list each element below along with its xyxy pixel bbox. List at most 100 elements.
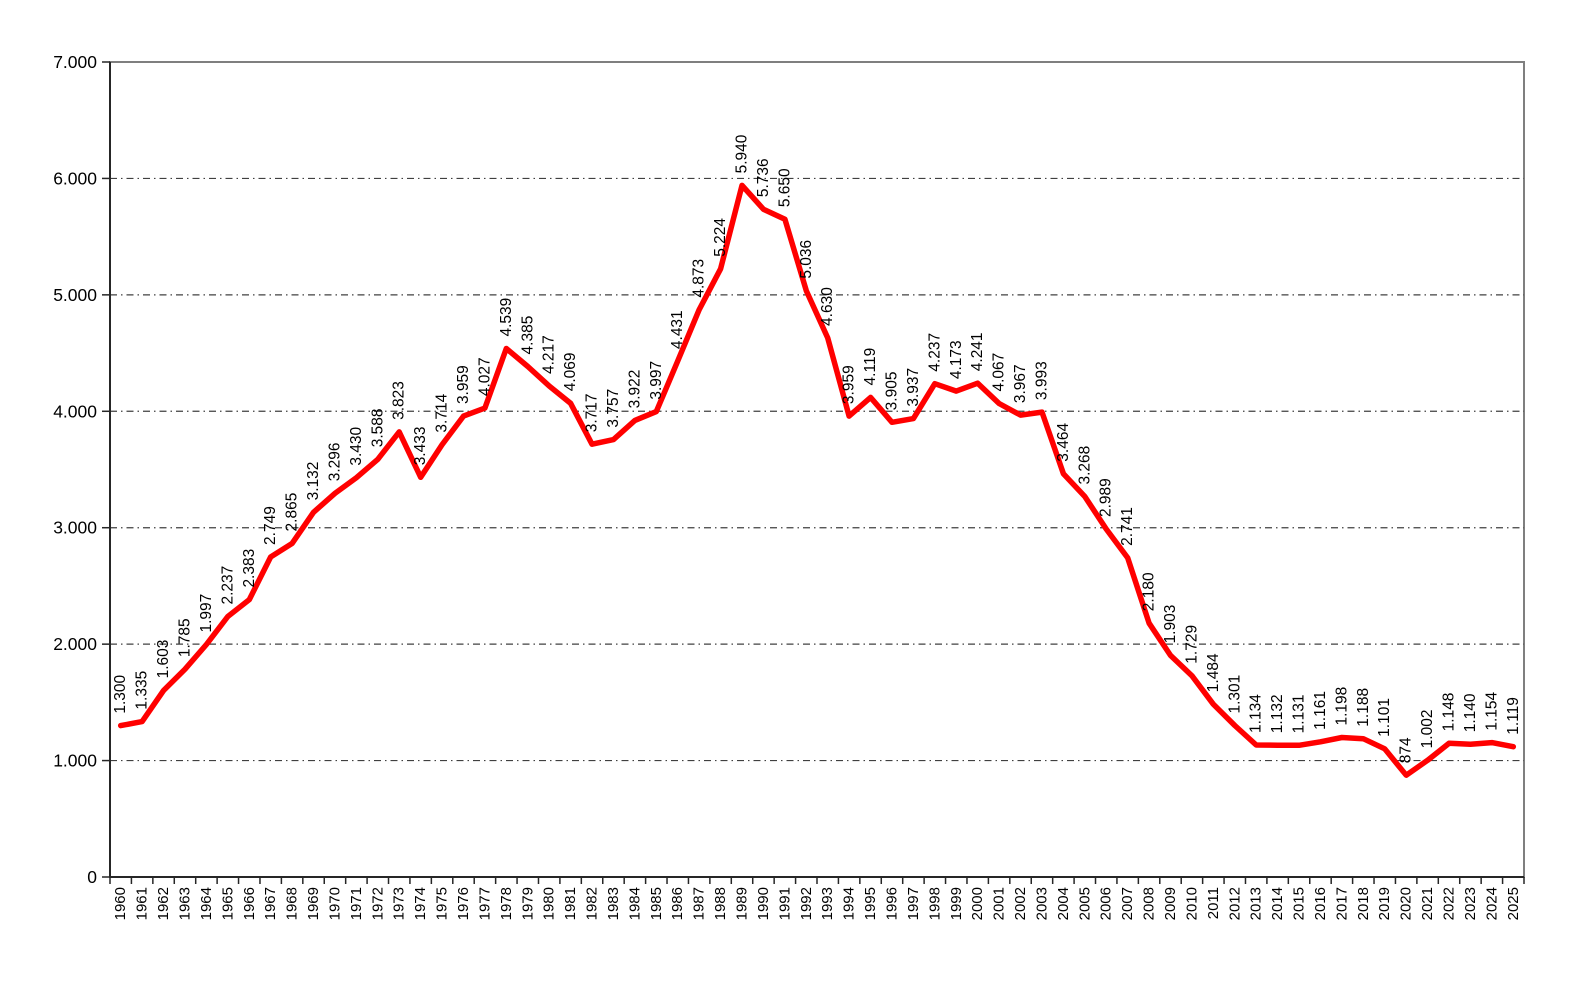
x-axis-year-label: 1995 (862, 887, 879, 920)
data-point-label: 5.224 (712, 218, 729, 257)
data-point-label: 4.873 (691, 259, 708, 298)
data-point-label: 1.335 (134, 671, 151, 710)
x-axis-year-label: 1999 (948, 887, 965, 920)
data-point-label: 1.300 (112, 674, 129, 713)
data-point-label: 3.959 (455, 365, 472, 404)
data-point-label: 4.027 (476, 357, 493, 396)
x-axis-year-label: 1977 (476, 887, 493, 920)
x-axis-year-label: 1968 (284, 887, 301, 920)
x-axis-year-label: 1976 (455, 887, 472, 920)
x-axis-year-label: 1973 (391, 887, 408, 920)
data-point-label: 4.539 (498, 298, 515, 337)
data-point-label: 1.603 (155, 640, 172, 679)
data-point-label: 1.161 (1312, 691, 1329, 730)
x-axis-year-label: 1991 (776, 887, 793, 920)
data-point-label: 1.301 (1226, 675, 1243, 714)
data-point-label: 4.173 (948, 340, 965, 379)
x-axis-year-label: 2017 (1333, 887, 1350, 920)
data-point-label: 3.922 (626, 370, 643, 409)
x-axis-year-label: 1996 (883, 887, 900, 920)
x-axis-year-label: 2024 (1483, 887, 1500, 920)
data-point-label: 1.785 (176, 618, 193, 657)
data-point-label: 2.989 (1098, 478, 1115, 517)
y-axis-tick-label: 1.000 (53, 751, 97, 771)
x-axis-year-label: 2015 (1291, 887, 1308, 920)
x-axis-year-label: 1989 (734, 887, 751, 920)
data-point-label: 874 (1398, 737, 1415, 763)
data-point-label: 1.729 (1183, 625, 1200, 664)
x-axis-year-label: 2011 (1205, 887, 1222, 919)
x-axis-year-label: 2023 (1462, 887, 1479, 920)
x-axis-year-label: 2021 (1419, 887, 1436, 920)
data-point-label: 3.905 (883, 372, 900, 411)
data-point-label: 1.148 (1441, 693, 1458, 732)
data-point-label: 1.484 (1205, 653, 1222, 692)
x-axis-year-label: 2010 (1183, 887, 1200, 920)
data-point-label: 5.650 (776, 168, 793, 207)
data-point-label: 2.741 (1119, 507, 1136, 546)
x-axis-year-label: 2003 (1033, 887, 1050, 920)
x-axis-year-label: 2002 (1012, 887, 1029, 920)
data-point-label: 3.717 (584, 393, 601, 432)
x-axis-year-label: 2008 (1141, 887, 1158, 920)
data-point-label: 4.241 (969, 332, 986, 371)
x-axis-year-label: 1962 (155, 887, 172, 920)
data-point-label: 3.997 (648, 361, 665, 400)
x-axis-year-label: 1994 (841, 887, 858, 920)
x-axis-year-label: 2009 (1162, 887, 1179, 920)
data-point-label: 5.036 (798, 240, 815, 279)
x-axis-year-label: 2025 (1505, 887, 1522, 920)
x-axis-year-label: 1974 (412, 887, 429, 920)
x-axis-year-label: 1997 (905, 887, 922, 920)
data-point-label: 3.823 (391, 381, 408, 420)
x-axis-year-label: 1960 (112, 887, 129, 920)
data-point-label: 3.268 (1076, 446, 1093, 485)
data-point-label: 1.903 (1162, 605, 1179, 644)
data-point-label: 2.237 (219, 566, 236, 605)
x-axis-year-label: 1961 (134, 887, 151, 920)
data-point-label: 3.132 (305, 462, 322, 501)
x-axis-year-label: 1971 (348, 887, 365, 920)
x-axis-year-label: 1984 (626, 887, 643, 920)
x-axis-year-label: 1998 (926, 887, 943, 920)
data-point-label: 3.433 (412, 427, 429, 466)
data-point-label: 4.385 (519, 316, 536, 355)
x-axis-year-label: 2000 (969, 887, 986, 920)
data-point-label: 3.714 (434, 393, 451, 432)
x-axis-year-label: 2007 (1119, 887, 1136, 920)
x-axis-year-label: 2019 (1376, 887, 1393, 920)
x-axis-year-label: 1983 (605, 887, 622, 920)
data-point-label: 4.237 (926, 333, 943, 372)
data-point-label: 1.997 (198, 594, 215, 633)
y-axis-tick-label: 6.000 (53, 168, 97, 188)
x-axis-year-label: 1964 (198, 887, 215, 920)
data-point-label: 3.959 (841, 365, 858, 404)
data-point-label: 2.749 (262, 506, 279, 545)
x-axis-year-label: 1981 (562, 887, 579, 920)
x-axis-year-label: 1980 (541, 887, 558, 920)
data-point-label: 3.588 (369, 408, 386, 447)
data-point-label: 3.937 (905, 368, 922, 407)
x-axis-year-label: 2004 (1055, 887, 1072, 920)
data-point-label: 1.188 (1355, 688, 1372, 727)
data-point-label: 1.140 (1462, 693, 1479, 732)
data-point-label: 1.131 (1291, 695, 1308, 734)
x-axis-year-label: 2001 (991, 887, 1008, 920)
x-axis-year-label: 1970 (326, 887, 343, 920)
x-axis-year-label: 1988 (712, 887, 729, 920)
x-axis-year-label: 2016 (1312, 887, 1329, 920)
data-point-label: 3.464 (1055, 423, 1072, 462)
y-axis-tick-label: 4.000 (53, 401, 97, 421)
x-axis-year-label: 1993 (819, 887, 836, 920)
data-point-label: 2.865 (284, 493, 301, 532)
x-axis-year-label: 1992 (798, 887, 815, 920)
y-axis-tick-label: 0 (87, 867, 97, 887)
data-point-label: 4.630 (819, 287, 836, 326)
x-axis-year-label: 2020 (1398, 887, 1415, 920)
x-axis-year-label: 1969 (305, 887, 322, 920)
data-point-label: 4.119 (862, 348, 879, 386)
data-point-label: 1.132 (1269, 694, 1286, 733)
data-point-label: 5.736 (755, 158, 772, 197)
y-axis-tick-label: 3.000 (53, 518, 97, 538)
